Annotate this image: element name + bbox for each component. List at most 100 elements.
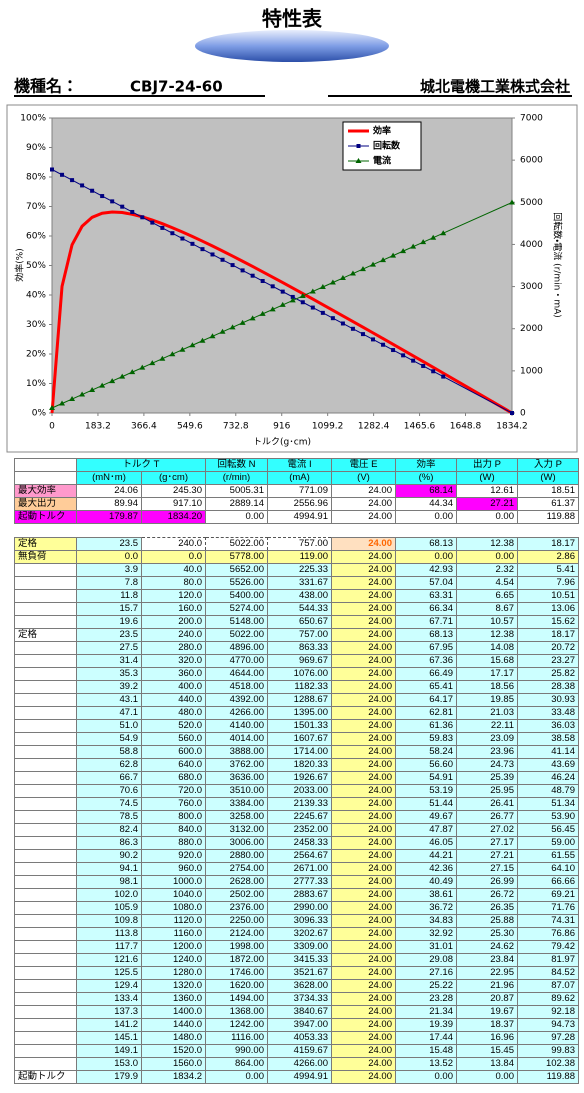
value-cell: 19.85 (456, 693, 518, 707)
value-cell: 520.0 (141, 719, 206, 733)
row-label (14, 771, 77, 785)
value-cell: 79.42 (517, 940, 579, 954)
value-cell: 129.4 (76, 979, 142, 993)
data-row: 98.1 1000.0 2628.00 2777.33 24.00 40.49 26.99 6… (14, 875, 579, 889)
marker (170, 231, 175, 236)
data-row: 起動トルク 179.9 1834.2 0.00 4994.91 24.00 0.00 0.00… (14, 1070, 579, 1084)
value-cell: 24.00 (331, 576, 396, 590)
value-cell: 53.19 (395, 784, 457, 798)
marker (49, 404, 55, 410)
value-cell: 438.00 (267, 589, 332, 603)
value-cell: 24.00 (331, 537, 396, 551)
data-row: 86.3 880.0 3006.00 2458.33 24.00 46.05 27.17 59… (14, 836, 579, 850)
value-cell: 18.51 (517, 484, 579, 498)
value-cell: 17.44 (395, 1031, 457, 1045)
model-label: 機種名： (14, 77, 78, 96)
value-cell: 0.00 (456, 550, 518, 564)
value-cell: 800.0 (141, 810, 206, 824)
value-cell: 26.99 (456, 875, 518, 889)
value-cell: 15.45 (456, 1044, 518, 1058)
value-cell: 31.4 (76, 654, 142, 668)
value-cell: 31.01 (395, 940, 457, 954)
value-cell: 2376.00 (205, 901, 268, 915)
value-cell: 3.9 (76, 563, 142, 577)
value-cell: 990.00 (205, 1044, 268, 1058)
row-label (14, 849, 77, 863)
value-cell: 5022.00 (205, 628, 268, 642)
marker (180, 236, 185, 241)
value-cell: 49.67 (395, 810, 457, 824)
marker (401, 353, 406, 358)
value-cell: 69.21 (517, 888, 579, 902)
unit-cell: (%) (395, 471, 457, 485)
row-label (14, 1057, 77, 1071)
summary-row: 起動トルク 179.87 1834.20 0.00 4994.91 24.00 0.00 0.… (14, 510, 579, 524)
y2-tick-label: 2000 (520, 324, 543, 334)
data-row: 54.9 560.0 4014.00 1607.67 24.00 59.83 23.09 38… (14, 732, 579, 746)
y-tick-label: 40% (26, 291, 46, 301)
x-tick-label: 0 (49, 422, 55, 432)
value-cell: 24.00 (331, 680, 396, 694)
value-cell: 15.68 (456, 654, 518, 668)
value-cell: 19.39 (395, 1018, 457, 1032)
marker (229, 324, 236, 330)
value-cell: 24.00 (331, 510, 396, 524)
value-cell: 51.34 (517, 797, 579, 811)
value-cell: 82.4 (76, 823, 142, 837)
value-cell: 3006.00 (205, 836, 268, 850)
value-cell: 74.31 (517, 914, 579, 928)
data-row: 129.4 1320.0 1620.00 3628.00 24.00 25.22 21.96… (14, 979, 579, 993)
value-cell: 2245.67 (267, 810, 332, 824)
value-cell: 24.00 (331, 836, 396, 850)
marker (279, 301, 286, 307)
data-row: 27.5 280.0 4896.00 863.33 24.00 67.95 14.08 20.… (14, 641, 579, 655)
value-cell: 24.00 (331, 667, 396, 681)
marker (139, 364, 146, 370)
row-label (14, 589, 77, 603)
unit-cell: (W) (517, 471, 579, 485)
data-row: 定格 23.5 240.0 5022.00 757.00 24.00 68.13 12.38 1… (14, 628, 579, 642)
value-cell: 25.30 (456, 927, 518, 941)
value-cell: 98.1 (76, 875, 142, 889)
value-cell: 62.81 (395, 706, 457, 720)
value-cell: 20.72 (517, 641, 579, 655)
value-cell: 21.03 (456, 706, 518, 720)
table: 定格 23.5 240.0 5022.00 757.00 24.00 68.13 12.38 1… (14, 537, 579, 1084)
marker (420, 239, 427, 245)
row-label (14, 641, 77, 655)
value-cell: 66.49 (395, 667, 457, 681)
value-cell: 29.08 (395, 953, 457, 967)
row-label (14, 1044, 77, 1058)
marker (431, 369, 436, 374)
value-cell: 44.21 (395, 849, 457, 863)
row-label: 定格 (14, 628, 77, 642)
x-tick-label: 916 (273, 422, 290, 432)
data-row: 82.4 840.0 3132.00 2352.00 24.00 47.87 27.02 56… (14, 823, 579, 837)
data-row: 3.9 40.0 5652.00 225.33 24.00 42.93 2.32 5.41 (14, 563, 579, 577)
marker (129, 369, 136, 375)
x-tick-label: 549.6 (177, 422, 203, 432)
marker (149, 360, 156, 366)
value-cell: 97.28 (517, 1031, 579, 1045)
value-cell: 24.00 (331, 1018, 396, 1032)
value-cell: 1440.0 (141, 1018, 206, 1032)
value-cell: 42.93 (395, 563, 457, 577)
value-cell: 23.84 (456, 953, 518, 967)
value-cell: 74.5 (76, 797, 142, 811)
header-cell: 電圧 E (331, 458, 396, 472)
value-cell: 640.0 (141, 758, 206, 772)
value-cell: 1501.33 (267, 719, 332, 733)
marker (89, 387, 96, 393)
value-cell: 0.0 (141, 550, 206, 564)
marker (391, 348, 396, 353)
data-row: 31.4 320.0 4770.00 969.67 24.00 67.36 15.68 23.… (14, 654, 579, 668)
marker (421, 363, 426, 368)
marker (319, 283, 326, 289)
row-label (14, 992, 77, 1006)
value-cell: 2033.00 (267, 784, 332, 798)
y-tick-label: 90% (26, 143, 46, 153)
value-cell: 102.0 (76, 888, 142, 902)
value-cell: 1076.00 (267, 667, 332, 681)
value-cell: 2880.00 (205, 849, 268, 863)
value-cell: 2990.00 (267, 901, 332, 915)
